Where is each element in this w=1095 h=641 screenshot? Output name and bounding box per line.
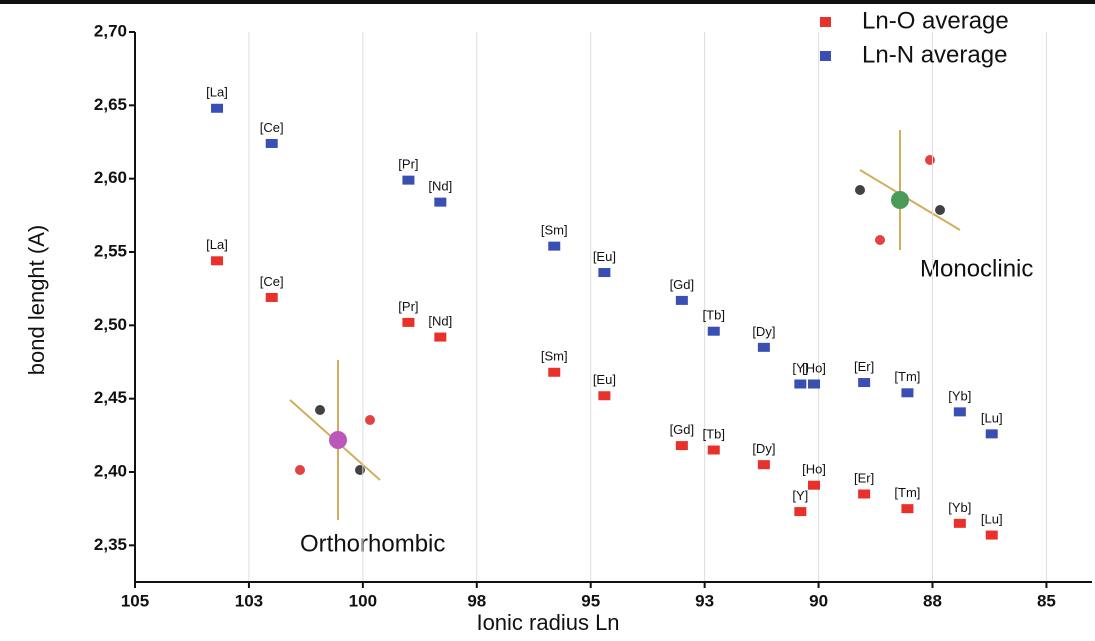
- point: [598, 268, 610, 277]
- point: [434, 333, 446, 342]
- point: [548, 368, 560, 377]
- legend-label: Ln-N average: [862, 41, 1007, 68]
- point: [808, 380, 820, 389]
- point: [986, 429, 998, 438]
- legend-label: Ln-O average: [862, 7, 1009, 34]
- x-tick-label: 90: [809, 591, 828, 610]
- x-tick-label: 103: [235, 591, 263, 610]
- point-label: [Ho]: [802, 360, 826, 375]
- annotation: Monoclinic: [920, 255, 1033, 282]
- point: [434, 198, 446, 207]
- point: [858, 378, 870, 387]
- y-tick-label: 2,50: [94, 315, 127, 334]
- point-label: [Nd]: [428, 314, 452, 329]
- point-label: [Tm]: [894, 369, 920, 384]
- point: [954, 407, 966, 416]
- point-label: [Tm]: [894, 485, 920, 500]
- y-tick-label: 2,60: [94, 168, 127, 187]
- point-label: [Dy]: [752, 324, 775, 339]
- point: [266, 293, 278, 302]
- point-label: [Tb]: [703, 426, 725, 441]
- molecule-decoration: [290, 130, 960, 520]
- point: [402, 318, 414, 327]
- point: [858, 490, 870, 499]
- point: [676, 296, 688, 305]
- x-axis-label: Ionic radius Ln: [476, 610, 619, 635]
- y-tick-label: 2,45: [94, 388, 127, 407]
- point-label: [Yb]: [948, 500, 971, 515]
- point-label: [Sm]: [541, 223, 568, 238]
- point: [548, 242, 560, 251]
- point-label: [Yb]: [948, 388, 971, 403]
- y-tick-label: 2,70: [94, 21, 127, 40]
- point-label: [Lu]: [981, 512, 1003, 527]
- point: [954, 519, 966, 528]
- chart: Ionic radius Ln bond lenght (A) Orthorho…: [0, 0, 1095, 636]
- point-label: [Eu]: [593, 372, 616, 387]
- point: [808, 481, 820, 490]
- point-label: [Eu]: [593, 249, 616, 264]
- point-label: [Gd]: [670, 277, 695, 292]
- point-label: [Ho]: [802, 462, 826, 477]
- point-label: [Gd]: [670, 422, 695, 437]
- x-tick-label: 95: [581, 591, 600, 610]
- point-label: [Tb]: [703, 308, 725, 323]
- point: [598, 391, 610, 400]
- x-tick-label: 88: [923, 591, 942, 610]
- point: [211, 104, 223, 113]
- point-label: [Dy]: [752, 441, 775, 456]
- point-label: [Nd]: [428, 179, 452, 194]
- legend-swatch: [820, 17, 831, 27]
- point: [758, 343, 770, 352]
- point: [758, 460, 770, 469]
- point-label: [Pr]: [398, 157, 418, 172]
- point-label: [Er]: [854, 359, 874, 374]
- y-tick-label: 2,40: [94, 461, 127, 480]
- x-tick-label: 105: [121, 591, 149, 610]
- point-label: [Ce]: [260, 274, 284, 289]
- point: [986, 531, 998, 540]
- point: [676, 441, 688, 450]
- point-label: [Y]: [792, 488, 808, 503]
- y-axis-label: bond lenght (A): [24, 225, 49, 375]
- point: [794, 507, 806, 516]
- point: [901, 504, 913, 513]
- point: [708, 327, 720, 336]
- top-border: [0, 0, 1095, 4]
- point-label: [Ce]: [260, 120, 284, 135]
- point: [708, 446, 720, 455]
- point-label: [La]: [206, 237, 228, 252]
- point: [402, 176, 414, 185]
- point: [901, 388, 913, 397]
- point-label: [Sm]: [541, 349, 568, 364]
- y-tick-label: 2,55: [94, 241, 127, 260]
- annotation: Orthorhombic: [300, 530, 445, 557]
- legend-swatch: [820, 51, 831, 61]
- x-tick-label: 100: [349, 591, 377, 610]
- y-tick-label: 2,65: [94, 95, 127, 114]
- point-label: [Pr]: [398, 299, 418, 314]
- point-label: [La]: [206, 85, 228, 100]
- point: [266, 139, 278, 148]
- x-tick-label: 93: [695, 591, 714, 610]
- point: [211, 256, 223, 265]
- x-tick-label: 85: [1037, 591, 1056, 610]
- x-tick-label: 98: [467, 591, 486, 610]
- point-label: [Lu]: [981, 410, 1003, 425]
- point-label: [Er]: [854, 470, 874, 485]
- y-tick-label: 2,35: [94, 535, 127, 554]
- point: [794, 380, 806, 389]
